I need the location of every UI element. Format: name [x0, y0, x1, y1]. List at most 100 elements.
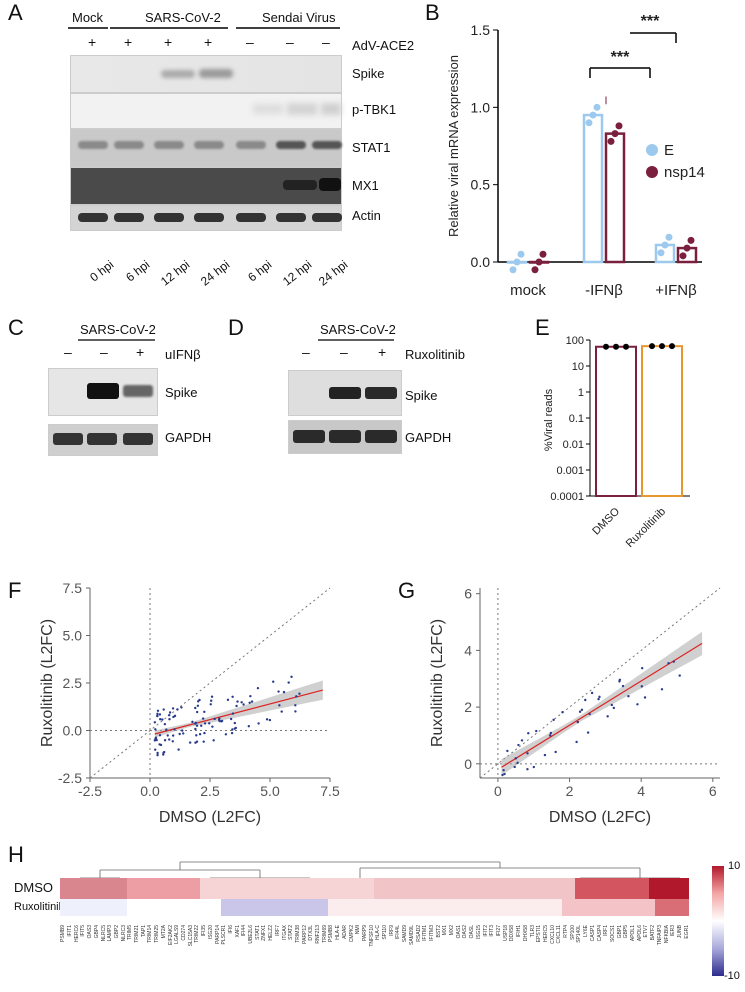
g-xtick-1: 2: [566, 783, 574, 799]
heatmap-cell: [80, 899, 87, 916]
heatmap-cell: [581, 899, 589, 916]
heatmap-cell: [80, 878, 87, 899]
e-ytick-2: 1: [578, 387, 584, 399]
heatmap-cell: [294, 899, 301, 916]
g-ytick-0: 0: [464, 756, 472, 772]
actin-band-4: [236, 213, 266, 222]
e-ytick-5: 0.001: [556, 465, 584, 477]
heatmap-cell: [494, 878, 502, 899]
gene-label: APOL6: [636, 925, 643, 942]
heatmap-cell: [187, 878, 194, 899]
g-point: [618, 678, 622, 682]
heatmap-cell: [314, 878, 321, 899]
group-label-sars: SARS-CoV-2: [145, 10, 221, 25]
g-fit-line: [501, 642, 703, 768]
heatmap-cell: [615, 878, 622, 899]
heatmap-cell: [146, 899, 154, 916]
heatmap-cell: [595, 878, 602, 899]
blot-spike: [70, 55, 342, 93]
b-sig-1: ***: [611, 49, 630, 66]
f-point: [196, 704, 200, 707]
d-band-label-gapdh: GAPDH: [405, 430, 452, 445]
panel-letter-e: E: [535, 315, 550, 340]
group-label-mock: Mock: [72, 10, 104, 25]
heatmap-cell: [508, 878, 515, 899]
heatmap-cell: [287, 899, 295, 916]
gene-label: ETV7: [643, 925, 650, 938]
f-point: [209, 703, 212, 706]
f-point: [158, 733, 162, 737]
f-point: [162, 753, 165, 756]
gene-label: NFKBIA: [663, 925, 670, 944]
gene-label: IRF1: [603, 925, 610, 936]
gene-label: TNFSF10: [368, 925, 375, 947]
heatmap-cell: [581, 878, 589, 899]
actin-band-1: [114, 213, 144, 222]
gene-label: BST2: [435, 925, 442, 938]
heatmap-row-dmso: [60, 878, 690, 899]
g-point: [532, 765, 536, 769]
heatmap-cell: [521, 878, 529, 899]
b-ytick-2: 1.0: [471, 99, 491, 115]
gene-label: PLSCR1: [221, 925, 228, 945]
f-ytick-2: 2.5: [63, 675, 83, 691]
gene-label: SP110: [382, 925, 389, 940]
f-point: [159, 743, 163, 747]
heatmap-cell: [548, 878, 555, 899]
heatmap-cell: [307, 878, 315, 899]
gene-label: DDX58: [509, 925, 516, 942]
heatmap-cell: [621, 878, 629, 899]
b-point-nsp14-1-0: [607, 137, 615, 145]
f-point: [153, 748, 157, 751]
heatmap-cell: [120, 899, 127, 916]
heatmap-cell: [528, 878, 535, 899]
heatmap-cell: [534, 878, 542, 899]
b-xtick-1: -IFNβ: [585, 282, 623, 299]
f-point: [287, 681, 290, 684]
heatmap-cell: [160, 899, 167, 916]
f-point: [165, 728, 168, 731]
g-point: [535, 729, 538, 733]
f-point: [298, 692, 301, 695]
b-point-E-0-2: [517, 250, 525, 258]
heatmap-cell: [274, 878, 281, 899]
f-point: [171, 740, 174, 743]
heatmap-cell: [334, 899, 341, 916]
e-ytick-4: 0.01: [563, 439, 584, 451]
heatmap-cell: [461, 878, 468, 899]
e-ylabel: %Viral reads: [543, 388, 555, 451]
e-ytick-1: 10: [572, 361, 584, 373]
g-point: [590, 691, 594, 695]
heatmap-cell: [668, 899, 676, 916]
f-point: [268, 718, 272, 722]
b-legend-0: E: [664, 142, 674, 159]
gene-label: MT2A: [160, 925, 167, 939]
heatmap-cell: [294, 878, 301, 899]
gene-label: TNFAIP3: [656, 925, 663, 946]
heatmap-cell: [153, 878, 161, 899]
g-point: [520, 739, 524, 742]
d-group-line: [318, 339, 394, 341]
stat1-band-5: [276, 141, 306, 149]
colorbar-max: 10: [728, 860, 741, 872]
heatmap-cell: [381, 899, 388, 916]
gene-label: JUNB: [676, 925, 683, 939]
heatmap-cell: [220, 899, 228, 916]
heatmap-cell: [146, 878, 154, 899]
f-point: [166, 734, 169, 737]
f-point: [211, 725, 214, 728]
heatmap-cell: [100, 899, 107, 916]
b-bar-nsp14-1: [604, 132, 626, 264]
heatmap-cell: [367, 899, 375, 916]
g-xtick-0: 0: [494, 783, 502, 799]
b-point-nsp14-1-1: [611, 130, 619, 138]
f-point: [295, 695, 298, 698]
heatmap-cell: [287, 878, 295, 899]
heatmap-cell: [447, 878, 455, 899]
f-point: [294, 710, 297, 713]
gene-label: CASP4: [596, 925, 603, 942]
b-point-E-0-1: [513, 258, 521, 266]
f-point: [242, 703, 245, 706]
heatmap-cell: [394, 899, 402, 916]
heatmap-cell: [494, 899, 502, 916]
